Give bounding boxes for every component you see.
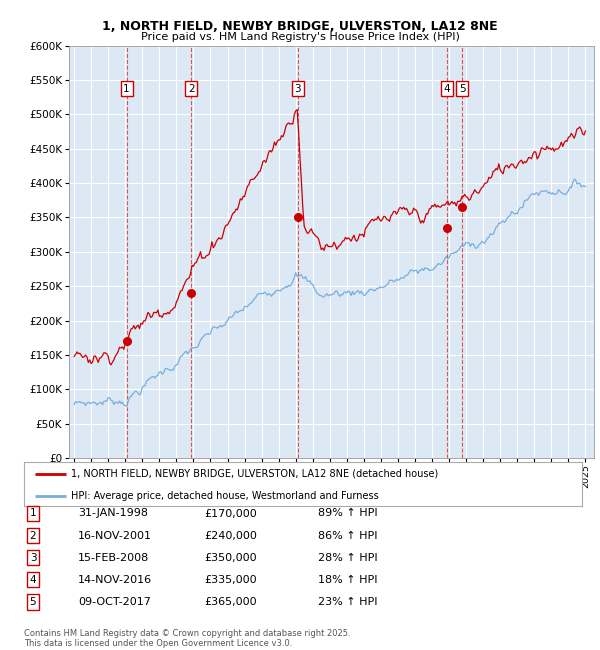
Text: 14-NOV-2016: 14-NOV-2016	[78, 575, 152, 585]
Text: 09-OCT-2017: 09-OCT-2017	[78, 597, 151, 607]
Text: £170,000: £170,000	[204, 508, 257, 519]
Text: 3: 3	[29, 552, 37, 563]
Text: 1: 1	[124, 84, 130, 94]
Text: 15-FEB-2008: 15-FEB-2008	[78, 552, 149, 563]
Text: 86% ↑ HPI: 86% ↑ HPI	[318, 530, 377, 541]
Text: £350,000: £350,000	[204, 552, 257, 563]
Text: 5: 5	[29, 597, 37, 607]
Text: 5: 5	[459, 84, 466, 94]
Text: HPI: Average price, detached house, Westmorland and Furness: HPI: Average price, detached house, West…	[71, 491, 379, 501]
Text: 18% ↑ HPI: 18% ↑ HPI	[318, 575, 377, 585]
Text: 4: 4	[29, 575, 37, 585]
Text: Contains HM Land Registry data © Crown copyright and database right 2025.
This d: Contains HM Land Registry data © Crown c…	[24, 629, 350, 648]
Text: £365,000: £365,000	[204, 597, 257, 607]
Text: 31-JAN-1998: 31-JAN-1998	[78, 508, 148, 519]
Text: £335,000: £335,000	[204, 575, 257, 585]
Text: £240,000: £240,000	[204, 530, 257, 541]
Text: 23% ↑ HPI: 23% ↑ HPI	[318, 597, 377, 607]
Text: 1, NORTH FIELD, NEWBY BRIDGE, ULVERSTON, LA12 8NE (detached house): 1, NORTH FIELD, NEWBY BRIDGE, ULVERSTON,…	[71, 469, 439, 479]
Text: Price paid vs. HM Land Registry's House Price Index (HPI): Price paid vs. HM Land Registry's House …	[140, 32, 460, 42]
Text: 1: 1	[29, 508, 37, 519]
Text: 1, NORTH FIELD, NEWBY BRIDGE, ULVERSTON, LA12 8NE: 1, NORTH FIELD, NEWBY BRIDGE, ULVERSTON,…	[102, 20, 498, 32]
Text: 2: 2	[29, 530, 37, 541]
Text: 16-NOV-2001: 16-NOV-2001	[78, 530, 152, 541]
Text: 2: 2	[188, 84, 194, 94]
Text: 28% ↑ HPI: 28% ↑ HPI	[318, 552, 377, 563]
Text: 89% ↑ HPI: 89% ↑ HPI	[318, 508, 377, 519]
Text: 4: 4	[444, 84, 451, 94]
Text: 3: 3	[295, 84, 301, 94]
